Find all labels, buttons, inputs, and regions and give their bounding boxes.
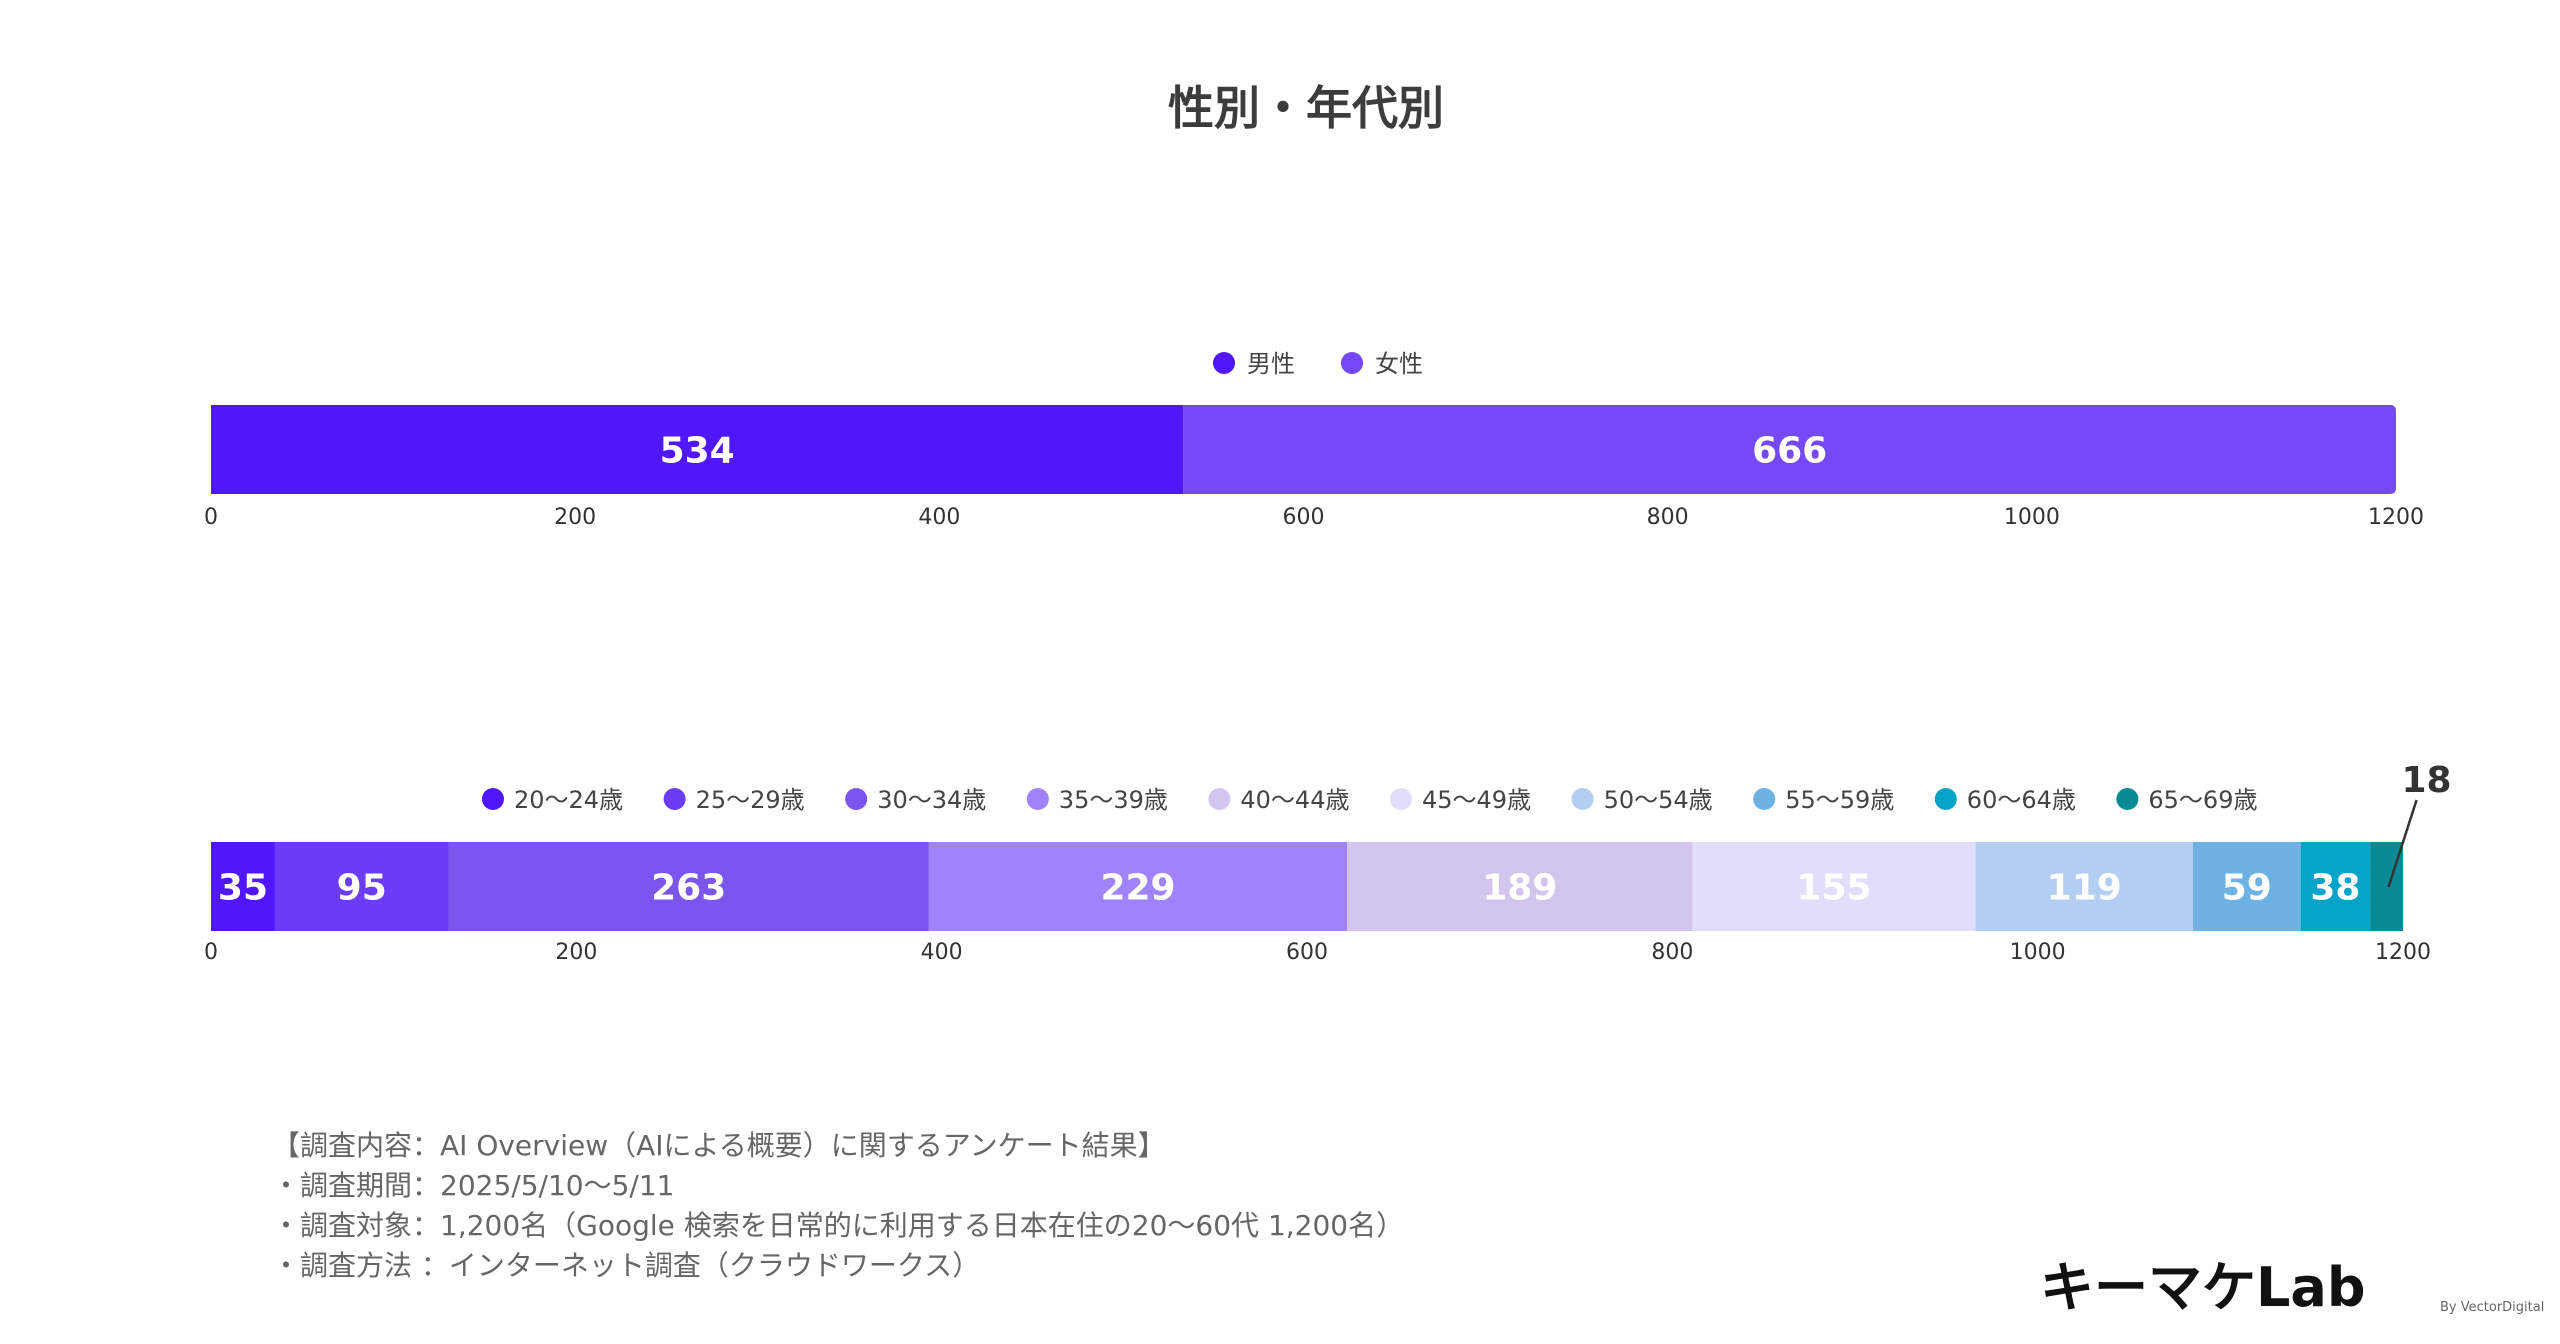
age-legend-label: 40〜44歳: [1240, 786, 1349, 814]
logo-text: キーマケLab: [2040, 1256, 2366, 1316]
age-bar-value-label: 155: [1796, 867, 1871, 908]
gender-bar-value-label: 666: [1752, 430, 1827, 471]
gender-bar-segment: [1183, 405, 2396, 494]
gender-chart: 男性 女性 534 666 0 200 400 600 800 1000 1200: [204, 350, 2424, 530]
age-bar-value-label: 95: [337, 867, 387, 908]
gender-legend-item-0: 男性: [1213, 350, 1295, 378]
gender-x-tick-label: 1200: [2368, 505, 2424, 530]
age-legend-label: 65〜69歳: [2148, 786, 2257, 814]
chart-title: 性別・年代別: [1168, 81, 1444, 135]
age-bar-segment: [1692, 842, 1976, 931]
age-x-tick-label: 0: [204, 940, 218, 965]
age-legend-item-7: 55〜59歳: [1753, 786, 1894, 814]
gender-legend-swatch: [1341, 352, 1363, 374]
gender-x-tick-label: 400: [918, 505, 960, 530]
age-x-tick-label: 800: [1651, 940, 1693, 965]
age-bar-value-label: 189: [1482, 867, 1557, 908]
age-bar-value-label: 263: [651, 867, 726, 908]
age-legend-item-2: 30〜34歳: [845, 786, 986, 814]
gender-x-tick-label: 600: [1283, 505, 1325, 530]
age-legend-swatch: [1571, 788, 1594, 810]
age-legend-swatch: [1208, 788, 1231, 810]
logo-suffix: By VectorDigital: [2440, 1300, 2544, 1315]
age-x-tick-label: 1000: [2010, 940, 2066, 965]
age-legend-label: 45〜49歳: [1422, 786, 1531, 814]
age-legend-item-9: 65〜69歳: [2116, 786, 2257, 814]
age-legend-swatch: [1934, 788, 1957, 810]
gender-x-tick-label: 200: [554, 505, 596, 530]
age-x-tick-label: 200: [555, 940, 597, 965]
gender-legend-label: 男性: [1247, 350, 1295, 378]
age-legend-item-6: 50〜54歳: [1571, 786, 1713, 814]
age-bar-segment: [2192, 842, 2301, 931]
gender-legend-item-1: 女性: [1341, 350, 1423, 378]
note-survey-target: ・調査対象：1,200名（Google 検索を日常的に利用する日本在住の20〜6…: [272, 1209, 1405, 1242]
age-legend-label: 60〜64歳: [1967, 786, 2076, 814]
age-bar-segment: [1975, 842, 2193, 931]
note-survey-content: 【調査内容：AI Overview（AIによる概要）に関するアンケート結果】: [272, 1129, 1166, 1162]
age-legend-label: 20〜24歳: [514, 786, 623, 814]
age-legend-label: 35〜39歳: [1059, 786, 1168, 814]
age-bar-segment: [2300, 842, 2371, 931]
gender-x-tick-label: 0: [204, 505, 218, 530]
age-bar-value-label: 229: [1100, 867, 1175, 908]
age-legend-swatch: [1390, 788, 1412, 810]
age-legend-swatch: [845, 788, 868, 810]
age-legend-swatch: [482, 788, 504, 810]
note-survey-period: ・調査期間：2025/5/10〜5/11: [272, 1169, 675, 1202]
kimake-lab-logo: キーマケLab By VectorDigital: [2040, 1256, 2544, 1316]
age-x-tick-label: 400: [921, 940, 963, 965]
age-bar-value-label: 119: [2047, 867, 2122, 908]
gender-bar-value-label: 534: [660, 430, 735, 471]
age-bar-segment: [1347, 842, 1693, 931]
note-survey-method: ・調査方法 ：インターネット調査（クラウドワークス）: [272, 1249, 981, 1282]
age-legend-label: 25〜29歳: [696, 786, 805, 814]
age-x-tick-label: 600: [1286, 940, 1328, 965]
age-bar-value-label: 35: [218, 867, 268, 908]
age-callout-line: [2387, 799, 2418, 888]
age-legend-item-3: 35〜39歳: [1026, 786, 1168, 814]
age-legend-item-5: 45〜49歳: [1390, 786, 1531, 814]
age-legend-item-1: 25〜29歳: [663, 786, 805, 814]
age-legend-swatch: [1026, 788, 1049, 810]
age-bar-callout-label: 18: [2402, 760, 2452, 801]
age-chart: 20〜24歳 25〜29歳 30〜34歳 35〜39歳 40〜44歳 45〜49歳 50〜5…: [204, 760, 2452, 965]
age-legend-item-0: 20〜24歳: [482, 786, 623, 814]
age-legend-swatch: [663, 788, 686, 810]
gender-bar-segment: [211, 405, 1184, 494]
age-legend-swatch: [2116, 788, 2139, 810]
survey-notes: 【調査内容：AI Overview（AIによる概要）に関するアンケート結果】 ・…: [272, 1126, 1404, 1286]
age-legend-label: 30〜34歳: [877, 786, 986, 814]
age-legend-item-8: 60〜64歳: [1934, 786, 2076, 814]
age-legend-swatch: [1753, 788, 1776, 810]
gender-legend-label: 女性: [1375, 350, 1423, 378]
gender-x-tick-label: 800: [1647, 505, 1689, 530]
age-legend-label: 50〜54歳: [1604, 786, 1713, 814]
age-legend-item-4: 40〜44歳: [1208, 786, 1349, 814]
age-bar-segment: [448, 842, 929, 931]
age-x-tick-label: 1200: [2375, 940, 2431, 965]
age-bar-segment: [928, 842, 1348, 931]
age-bar-segment: [211, 842, 275, 931]
age-legend-label: 55〜59歳: [1785, 786, 1894, 814]
age-bar-segment: [274, 842, 449, 931]
age-bar-value-label: 38: [2310, 867, 2360, 908]
gender-x-tick-label: 1000: [2004, 505, 2060, 530]
gender-legend-swatch: [1213, 352, 1235, 374]
age-bar-value-label: 59: [2222, 867, 2272, 908]
